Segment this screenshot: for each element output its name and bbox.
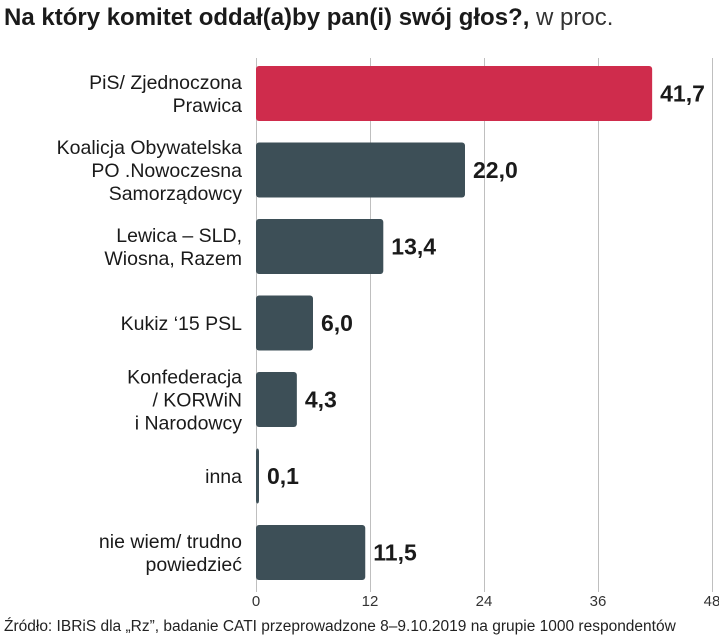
bar [256,448,259,504]
bar [256,219,384,274]
x-tick-label: 24 [476,593,493,610]
bars [256,66,653,580]
value-label: 6,0 [321,310,353,336]
category-label: nie wiem/ trudno powiedzieć [99,531,242,576]
bar [256,295,313,351]
chart-title-main: Na który komitet oddał(a)by pan(i) swój … [4,4,530,31]
x-tick-label: 0 [252,593,260,610]
value-label: 4,3 [305,387,337,413]
bar [256,525,366,580]
chart-title-unit: w proc. [529,4,614,31]
value-label: 41,7 [660,81,705,107]
category-label: Lewica – SLD, Wiosna, Razem [104,225,242,270]
bar [256,372,297,427]
x-tick-label: 36 [590,593,607,610]
x-axis-ticks: 0 12 24 36 48 [252,593,719,610]
value-label: 13,4 [391,234,436,260]
category-label: Kukiz ‘15 PSL [121,313,243,335]
source-note: Źródło: IBRiS dla „Rz”, badanie CATI prz… [4,618,676,635]
category-label: PiS/ Zjednoczona Prawica [89,72,242,117]
category-label: inna [205,466,242,488]
category-label: Konfederacja / KORWiN i Narodowcy [127,367,242,435]
value-label: 11,5 [373,540,417,566]
bar [256,66,653,121]
category-labels: PiS/ Zjednoczona Prawica Koalicja Obywatel… [57,72,243,576]
x-tick-label: 12 [362,593,379,610]
x-tick-label: 48 [704,593,719,610]
chart-title: Na który komitet oddał(a)by pan(i) swój … [4,2,613,34]
bar [256,142,465,198]
value-labels: 41,7 22,0 13,4 6,0 4,3 0,1 11,5 [267,81,705,566]
value-label: 22,0 [473,157,518,183]
value-label: 0,1 [267,463,299,489]
category-label: Koalicja Obywatelska PO .Nowoczesna Samorz… [57,137,243,205]
